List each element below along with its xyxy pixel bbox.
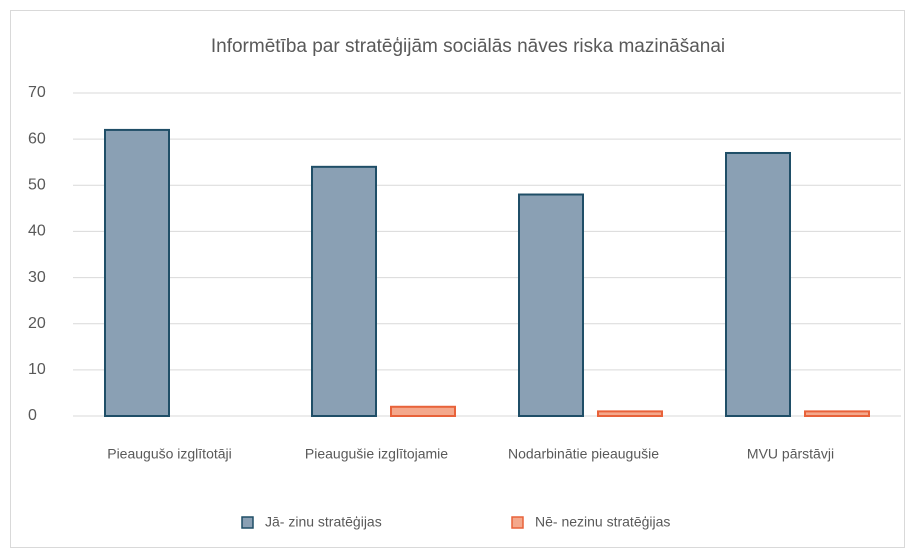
bar: [390, 405, 456, 417]
bar: [725, 151, 791, 417]
x-tick-label: Pieaugušie izglītojamie: [305, 446, 448, 462]
legend-label: Jā- zinu stratēģijas: [265, 514, 382, 530]
legend-marker: [241, 516, 254, 529]
y-tick-label: 40: [28, 223, 46, 240]
y-tick-label: 10: [28, 361, 46, 378]
y-tick-label: 30: [28, 269, 46, 286]
legend-marker: [511, 516, 524, 529]
y-tick-label: 20: [28, 315, 46, 332]
chart-title: Informētība par stratēģijām sociālās nāv…: [211, 36, 725, 57]
y-tick-label: 60: [28, 130, 46, 147]
bar: [311, 165, 377, 417]
y-tick-label: 50: [28, 177, 46, 194]
x-tick-label: MVU pārstāvji: [747, 446, 834, 462]
bar: [518, 193, 584, 417]
bar: [804, 410, 870, 417]
bar: [104, 128, 170, 418]
y-tick-label: 70: [28, 84, 46, 101]
y-tick-label: 0: [28, 407, 37, 424]
x-tick-label: Pieaugušo izglītotāji: [107, 446, 232, 462]
x-tick-label: Nodarbinātie pieaugušie: [508, 446, 659, 462]
bar: [597, 410, 663, 417]
legend-label: Nē- nezinu stratēģijas: [535, 514, 670, 530]
